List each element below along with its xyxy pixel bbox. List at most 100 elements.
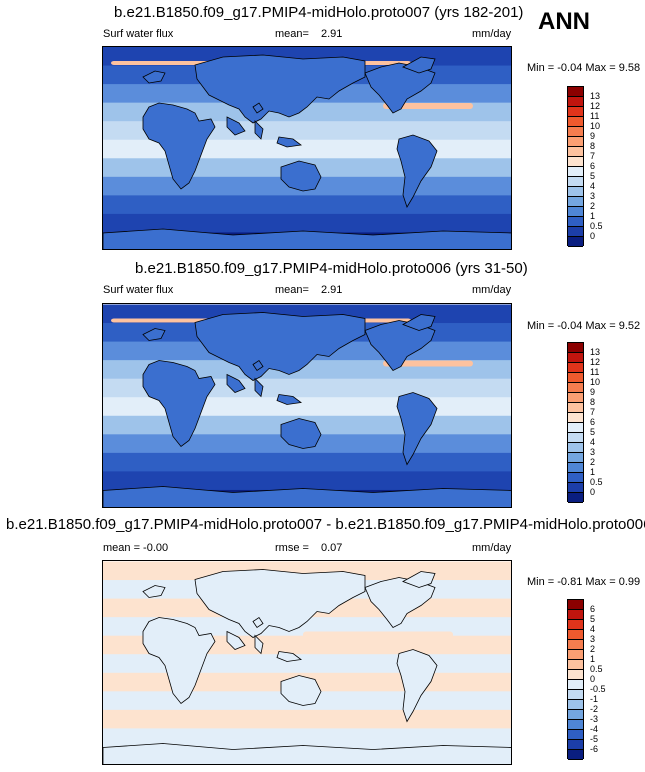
colorbar-box (568, 620, 583, 630)
panel-2-mean-value: 2.91 (321, 284, 343, 296)
season-label: ANN (538, 8, 590, 35)
colorbar-box (568, 690, 583, 700)
colorbar-label: -0.5 (590, 684, 606, 694)
colorbar-box (568, 167, 583, 177)
colorbar-box (568, 187, 583, 197)
colorbar-box (568, 463, 583, 473)
colorbar-box (568, 197, 583, 207)
panel-1-map (102, 46, 512, 250)
colorbar-box (568, 383, 583, 393)
colorbar-box (568, 127, 583, 137)
colorbar-label: 2 (590, 644, 596, 654)
panel-1-units: mm/day (472, 28, 512, 40)
colorbar-box (568, 680, 583, 690)
colorbar-label: -4 (590, 724, 599, 734)
colorbar-box (568, 237, 583, 247)
colorbar-box (568, 423, 583, 433)
panel-1-title: b.e21.B1850.f09_g17.PMIP4-midHolo.proto0… (114, 4, 524, 21)
colorbar-box (568, 157, 583, 167)
colorbar-label: 5 (590, 427, 596, 437)
colorbar-label: 13 (590, 347, 601, 357)
colorbar-label: 5 (590, 171, 596, 181)
panel-1-minmax: Min = -0.04 Max = 9.58 (527, 62, 641, 74)
colorbar-box (568, 453, 583, 463)
colorbar-box (568, 97, 583, 107)
panel-3-mean-label: mean = -0.00 (103, 542, 169, 554)
panel-2-minmax: Min = -0.04 Max = 9.52 (527, 320, 641, 332)
colorbar-box (568, 740, 583, 750)
colorbar-label: 6 (590, 417, 596, 427)
colorbar-label: 2 (590, 201, 596, 211)
colorbar-label: 8 (590, 141, 596, 151)
panel-2-colorbar: 13 12 11 10 9 8 7 6 5 4 3 2 1 0.5 0 (567, 342, 603, 503)
colorbar-label: 9 (590, 131, 596, 141)
colorbar-box (568, 373, 583, 383)
colorbar-box (568, 670, 583, 680)
colorbar-box (568, 700, 583, 710)
colorbar-box (568, 600, 583, 610)
colorbar-label: -6 (590, 744, 599, 754)
colorbar-box (568, 443, 583, 453)
panel-1-colorbar: 13 12 11 10 9 8 7 6 5 4 3 2 1 0.5 0 (567, 86, 603, 247)
panel-2-variable-label: Surf water flux (103, 284, 174, 296)
colorbar-label: 6 (590, 604, 596, 614)
colorbar-box (568, 730, 583, 740)
colorbar-box (568, 137, 583, 147)
colorbar-box (568, 343, 583, 353)
panel-1-mean-value: 2.91 (321, 28, 343, 40)
colorbar-box (568, 87, 583, 97)
panel-2-map (102, 303, 512, 508)
colorbar-label: 7 (590, 407, 596, 417)
panel-1-variable-label: Surf water flux (103, 28, 174, 40)
panel-1-mean-label: mean= (275, 28, 309, 40)
colorbar-label: 8 (590, 397, 596, 407)
colorbar-box (568, 117, 583, 127)
panel-3-rmse-label: rmse = (275, 542, 309, 554)
colorbar-label: 1 (590, 654, 596, 664)
colorbar-box (568, 363, 583, 373)
panel-3-minmax: Min = -0.81 Max = 0.99 (527, 576, 641, 588)
colorbar-label: 1 (590, 467, 596, 477)
panel-2-title: b.e21.B1850.f09_g17.PMIP4-midHolo.proto0… (135, 260, 528, 277)
colorbar-box (568, 640, 583, 650)
colorbar-box (568, 227, 583, 237)
colorbar-box (568, 403, 583, 413)
colorbar-label: 11 (590, 367, 600, 377)
colorbar-label: -3 (590, 714, 599, 724)
colorbar-box (568, 483, 583, 493)
colorbar-label: -1 (590, 694, 599, 704)
colorbar-box (568, 493, 583, 503)
colorbar-label: 12 (590, 101, 601, 111)
colorbar-box (568, 473, 583, 483)
colorbar-label: 5 (590, 614, 596, 624)
colorbar-box (568, 217, 583, 227)
colorbar-label: 13 (590, 91, 601, 101)
colorbar-label: 4 (590, 181, 596, 191)
colorbar-label: 0.5 (590, 477, 603, 487)
colorbar-label: 0.5 (590, 664, 603, 674)
colorbar-label: 6 (590, 161, 596, 171)
colorbar-label: 10 (590, 121, 601, 131)
colorbar-label: -2 (590, 704, 599, 714)
colorbar-label: 10 (590, 377, 601, 387)
panel-3-rmse-value: 0.07 (321, 542, 343, 554)
colorbar-label: -5 (590, 734, 599, 744)
colorbar-box (568, 433, 583, 443)
colorbar-box (568, 750, 583, 760)
colorbar-label: 3 (590, 191, 596, 201)
colorbar-box (568, 630, 583, 640)
colorbar-box (568, 107, 583, 117)
colorbar-label: 2 (590, 457, 596, 467)
colorbar-label: 4 (590, 624, 596, 634)
colorbar-box (568, 177, 583, 187)
colorbar-label: 0 (590, 487, 596, 497)
colorbar-box (568, 207, 583, 217)
colorbar-label: 0.5 (590, 221, 603, 231)
colorbar-box (568, 147, 583, 157)
colorbar-label: 3 (590, 634, 596, 644)
panel-3-map (102, 560, 512, 765)
colorbar-box (568, 660, 583, 670)
panel-2-units: mm/day (472, 284, 512, 296)
colorbar-label: 12 (590, 357, 601, 367)
panel-3-units: mm/day (472, 542, 512, 554)
